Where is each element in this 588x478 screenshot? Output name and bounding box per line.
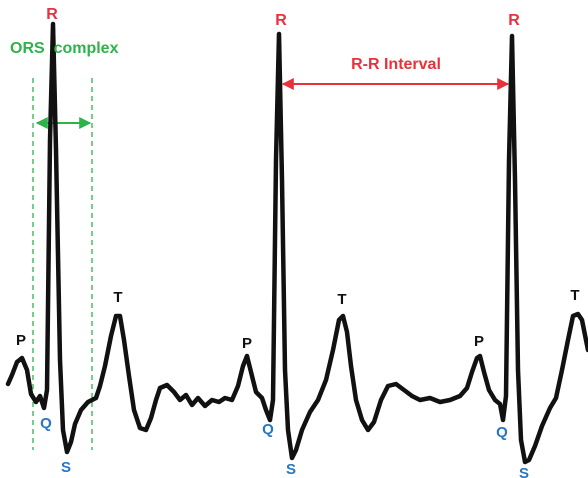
s-wave-label-2: S: [286, 461, 296, 478]
q-wave-label-1: Q: [40, 415, 52, 432]
t-wave-label-2: T: [337, 291, 346, 308]
r-wave-label-1: R: [46, 6, 58, 23]
r-wave-label-2: R: [275, 12, 287, 29]
t-wave-label-3: T: [570, 287, 579, 304]
q-wave-label-2: Q: [262, 421, 274, 438]
s-wave-label-1: S: [61, 459, 71, 476]
s-wave-label-3: S: [519, 465, 529, 478]
r-wave-label-3: R: [508, 12, 520, 29]
p-wave-label-3: P: [474, 333, 484, 350]
qrs-complex-title: ORS complex: [10, 40, 119, 57]
p-wave-label-1: P: [16, 332, 26, 349]
q-wave-label-3: Q: [496, 424, 508, 441]
ecg-trace: [5, 21, 588, 465]
rr-interval-title: R-R Interval: [351, 56, 441, 73]
t-wave-label-1: T: [113, 289, 122, 306]
p-wave-label-2: P: [242, 335, 252, 352]
